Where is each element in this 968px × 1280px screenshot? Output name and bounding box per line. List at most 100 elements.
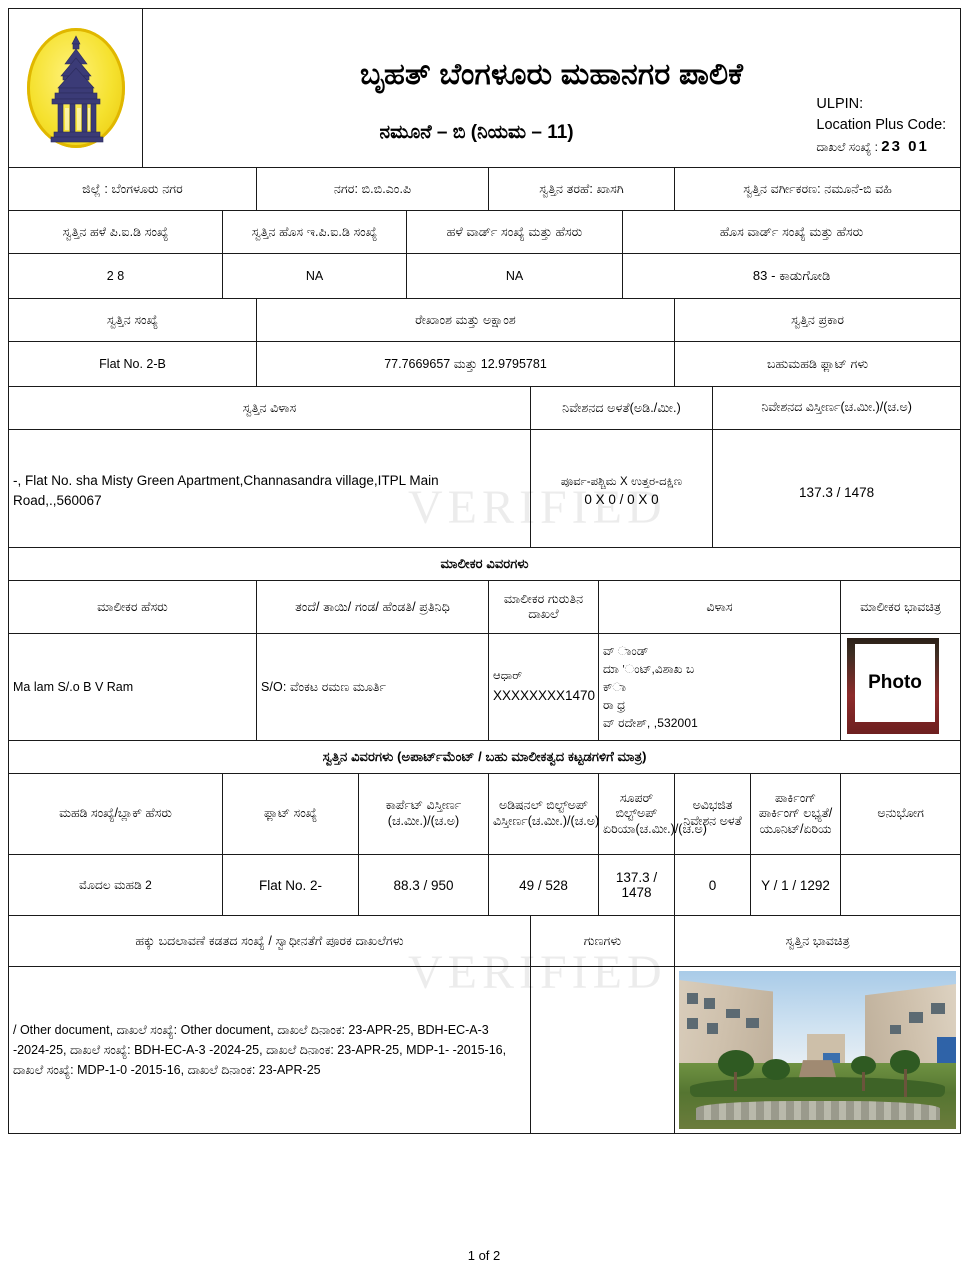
owner-value-row: Ma lam S/.o B V Ram S/O: ವೆಂಕಟ ರಮಣ ಮೂರ್ತ… (8, 633, 962, 741)
property-classification-cell: ಸ್ವತ್ತಿನ ವರ್ಗೀಕರಣ: ನಮೂನೆ-ಬಿ ವಹಿ (673, 167, 962, 211)
new-ward-value: 83 - ಕಾಡುಗೋಡಿ (621, 253, 962, 299)
page-footer: 1 of 2 (0, 1248, 968, 1263)
masthead-row: ಬೃಹತ್ ಬೆಂಗಳೂರು ಮಹಾನಗರ ಪಾಲಿಕೆ ನಮೂನೆ – ಬಿ … (8, 8, 962, 168)
property-value-row: Flat No. 2-B 77.7669657 ಮತ್ತು 12.9795781… (8, 341, 962, 387)
apartment-value-row: ಮೊದಲ ಮಹಡಿ 2 Flat No. 2- 88.3 / 950 49 / … (8, 854, 962, 916)
apartment-header-row: ಮಹಡಿ ಸಂಖ್ಯೆ/ಬ್ಲಾಕ್ ಹೆಸರು ಫ್ಲಾಟ್ ಸಂಖ್ಯೆ ಕ… (8, 773, 962, 855)
old-pid-header: ಸ್ವತ್ತಿನ ಹಳೆ ಪಿ.ಐ.ಡಿ ಸಂಖ್ಯೆ (8, 210, 223, 254)
photo-window (931, 1002, 946, 1014)
address-header-row: ಸ್ವತ್ತಿನ ವಿಳಾಸ ನಿವೇಶನದ ಅಳತೆ(ಅಡಿ./ಮೀ.) ನಿ… (8, 386, 962, 430)
ulpin-label: ULPIN: (816, 96, 864, 112)
photo-window (703, 997, 716, 1009)
owner-name-header: ಮಾಲೀಕರ ಹೆಸರು (8, 580, 257, 634)
address-header: ಸ್ವತ್ತಿನ ವಿಳಾಸ (8, 386, 531, 430)
parking-value: Y / 1 / 1292 (750, 854, 841, 916)
form-subtitle: ನಮೂನೆ – ಬಿ (ನಿಯಮ – 11) (379, 122, 574, 143)
address-value-row: -, Flat No. sha Misty Green Apartment,Ch… (8, 429, 962, 548)
property-kind-value: ಬಹುಮಹಡಿ ಫ್ಲಾಟ್ ಗಳು (673, 341, 962, 387)
attributes-header: ಗುಣಗಳು (530, 915, 675, 967)
super-builtup-value: 137.3 / 1478 (598, 854, 675, 916)
owner-photo-cell: Photo (839, 633, 962, 741)
apartment-exterior-photo (679, 971, 957, 1129)
additional-builtup-value: 49 / 528 (488, 854, 599, 916)
property-number-value: Flat No. 2-B (8, 341, 257, 387)
property-photo-header: ಸ್ವತ್ತಿನ ಭಾವಚಿತ್ರ (673, 915, 962, 967)
document-number: ದಾಖಲೆ ಸಂಖ್ಯೆ : 23 01 (816, 136, 946, 158)
form-b-sheet: ಬೃಹತ್ ಬೆಂಗಳೂರು ಮಹಾನಗರ ಪಾಲಿಕೆ ನಮೂನೆ – ಬಿ … (7, 8, 962, 1134)
bbmp-emblem-icon (21, 22, 131, 154)
property-header-row: ಸ್ವತ್ತಿನ ಸಂಖ್ಯೆ ರೇಖಾಂಶ ಮತ್ತು ಅಕ್ಷಾಂಶ ಸ್ವ… (8, 298, 962, 342)
owner-id-doc-number: XXXXXXXX1470 (493, 687, 596, 703)
site-dimension-label: ಪೂರ್ವ-ಪಶ್ಚಿಮ X ಉತ್ತರ-ದಕ್ಷಿಣ (560, 475, 683, 488)
apartment-section-title: ಸ್ವತ್ತಿನ ವಿವರಗಳು (ಅಪಾರ್ಟ್‌ಮೆಂಟ್ / ಬಹು ಮಾ… (7, 740, 962, 774)
address-value: -, Flat No. sha Misty Green Apartment,Ch… (8, 429, 531, 548)
owner-id-doc-header: ಮಾಲೀಕರ ಗುರುತಿನ ದಾಖಲೆ (488, 580, 599, 634)
photo-hedge (690, 1076, 946, 1098)
pid-value-row: 2 8 NA NA 83 - ಕಾಡುಗೋಡಿ (8, 253, 962, 299)
owner-id-doc-type: ಆಧಾರ್ (493, 670, 523, 683)
property-photo-cell (673, 966, 962, 1134)
attributes-text (530, 966, 675, 1134)
lat-long-header: ರೇಖಾಂಶ ಮತ್ತು ಅಕ್ಷಾಂಶ (256, 298, 675, 342)
new-pid-value: NA (222, 253, 407, 299)
photo-tree (850, 1056, 876, 1076)
owner-address-line: ದುಾ 'ಂಟ್,ವಿಶಾಖ ಬ (603, 662, 695, 676)
old-pid-value: 2 8 (8, 253, 223, 299)
old-ward-value: NA (406, 253, 623, 299)
owner-relation-value: S/O: ವೆಂಕಟ ರಮಣ ಮೂರ್ತಿ (256, 633, 489, 741)
parking-header: ಪಾರ್ಕಿಂಗ್ ಪಾರ್ಕಿಂಗ್ ಲಭ್ಯತೆ/ಯೂನಿಟ್‌/ಏರಿಯ (750, 773, 841, 855)
new-ward-header: ಹೊಸ ವಾರ್ಡ್ ಸಂಖ್ಯೆ ಮತ್ತು ಹೆಸರು (621, 210, 962, 254)
photo-window (909, 1012, 923, 1024)
owner-address-header: ವಿಳಾಸ (598, 580, 841, 634)
documents-value-row: / Other document, ದಾಖಲೆ ಸಂಖ್ಯೆ: Other do… (8, 966, 962, 1134)
site-dimension-numbers: 0 X 0 / 0 X 0 (584, 491, 659, 507)
floor-block-value: ಮೊದಲ ಮಹಡಿ 2 (8, 854, 223, 916)
undivided-share-header: ಅವಿಭಜಿತ ನಿವೇಶನ ಅಳತೆ (674, 773, 751, 855)
documents-header: ಹಕ್ಕು ಬದಲಾವಣೆ ಕಡತದ ಸಂಖ್ಯೆ / ಸ್ವಾಧೀನತೆಗೆ … (8, 915, 531, 967)
super-builtup-header: ಸೂಪರ್ ಬಿಲ್ಟ್‌ಅಪ್ ಏರಿಯಾ(ಚ.ಮೀ.)/(ಚ.ಅ) (598, 773, 707, 855)
photo-window (706, 1023, 718, 1035)
photo-window (726, 1008, 740, 1019)
site-area-header: ನಿವೇಶನದ ವಿಸ್ತೀರ್ಣ(ಚ.ಮೀ.)/(ಚ.ಅ) (711, 386, 962, 430)
owner-relation-header: ತಂದೆ/ ತಾಯಿ/ ಗಂಡ/ ಹೆಂಡತಿ/ ಪ್ರತಿನಿಧಿ (256, 580, 489, 634)
carpet-area-value: 88.3 / 950 (358, 854, 489, 916)
kempegowda-tower-icon (50, 35, 103, 143)
photo-window (687, 993, 699, 1005)
photo-tree (889, 1050, 921, 1074)
flat-number-value: Flat No. 2- (222, 854, 359, 916)
location-plus-code-label: Location Plus Code: (816, 117, 947, 134)
city-cell: ನಗರ: ಬಿ.ಬಿ.ಎಂ.ಪಿ (256, 167, 489, 211)
owner-address-line: ಕ್ಾ (603, 680, 627, 694)
masthead-main: ಬೃಹತ್ ಬೆಂಗಳೂರು ಮಹಾನಗರ ಪಾಲಿಕೆ ನಮೂನೆ – ಬಿ … (141, 8, 962, 168)
document-number-value: 23 01 (881, 138, 929, 156)
photo-tree-trunk (903, 1068, 907, 1098)
documents-header-row: ಹಕ್ಕು ಬದಲಾವಣೆ ಕಡತದ ಸಂಖ್ಯೆ / ಸ್ವಾಧೀನತೆಗೆ … (8, 915, 962, 967)
flat-number-header: ಫ್ಲಾಟ್ ಸಂಖ್ಯೆ (222, 773, 359, 855)
photo-stone-border (695, 1100, 940, 1120)
property-number-header: ಸ್ವತ್ತಿನ ಸಂಖ್ಯೆ (8, 298, 257, 342)
owner-address-value: ವ್ ಾಂಡ್ ದುಾ 'ಂಟ್,ವಿಶಾಖ ಬ ಕ್ಾ ರಾ ಧ್ರ ವ್ ರ… (598, 633, 841, 741)
owner-name-value: Ma lam S/.o B V Ram (8, 633, 257, 741)
owner-header-row: ಮಾಲೀಕರ ಹೆಸರು ತಂದೆ/ ತಾಯಿ/ ಗಂಡ/ ಹೆಂಡತಿ/ ಪ್… (8, 580, 962, 634)
ulpin-block: ULPIN: Location Plus Code: ದಾಖಲೆ ಸಂಖ್ಯೆ … (816, 94, 946, 158)
admin-row: ಜಿಲ್ಲೆ : ಬೆಂಗಳೂರು ನಗರ ನಗರ: ಬಿ.ಬಿ.ಎಂ.ಪಿ ಸ… (8, 167, 962, 211)
form-b-table: ಬೃಹತ್ ಬೆಂಗಳೂರು ಮಹಾನಗರ ಪಾಲಿಕೆ ನಮೂನೆ – ಬಿ … (7, 8, 962, 1134)
photo-window (687, 1018, 699, 1030)
property-type-cell: ಸ್ವತ್ತಿನ ತರಹೆ: ಖಾಸಗಿ (488, 167, 675, 211)
page-indicator: 1 of 2 (467, 1248, 501, 1263)
apartment-band-row: ಸ್ವತ್ತಿನ ವಿವರಗಳು (ಅಪಾರ್ಟ್‌ಮೆಂಟ್ / ಬಹು ಮಾ… (7, 740, 962, 774)
usage-header: ಅನುಭೋಗ (839, 773, 962, 855)
owner-band-row: ಮಾಲೀಕರ ವಿವರಗಳು (7, 547, 962, 581)
documents-text: / Other document, ದಾಖಲೆ ಸಂಖ್ಯೆ: Other do… (8, 966, 531, 1134)
lat-long-value: 77.7669657 ಮತ್ತು 12.9795781 (256, 341, 675, 387)
pid-header-row: ಸ್ವತ್ತಿನ ಹಳೆ ಪಿ.ಐ.ಡಿ ಸಂಖ್ಯೆ ಸ್ವತ್ತಿನ ಹೊಸ… (8, 210, 962, 254)
owner-address-line: ರಾ ಧ್ರ (603, 698, 626, 712)
district-cell: ಜಿಲ್ಲೆ : ಬೆಂಗಳೂರು ನಗರ (8, 167, 257, 211)
photo-window (889, 1024, 901, 1035)
site-dimension-header: ನಿವೇಶನದ ಅಳತೆ(ಅಡಿ./ಮೀ.) (530, 386, 713, 430)
owner-id-doc-value: ಆಧಾರ್ XXXXXXXX1470 (488, 633, 599, 741)
site-area-value: 137.3 / 1478 (711, 429, 962, 548)
property-kind-header: ಸ್ವತ್ತಿನ ಪ್ರಕಾರ (673, 298, 962, 342)
carpet-area-header: ಕಾರ್ಪೆಟ್ ವಿಸ್ತೀರ್ಣ (ಚ.ಮೀ.)/(ಚ.ಅ) (358, 773, 489, 855)
new-pid-header: ಸ್ವತ್ತಿನ ಹೊಸ ಇ.ಪಿ.ಐ.ಡಿ ಸಂಖ್ಯೆ (222, 210, 407, 254)
